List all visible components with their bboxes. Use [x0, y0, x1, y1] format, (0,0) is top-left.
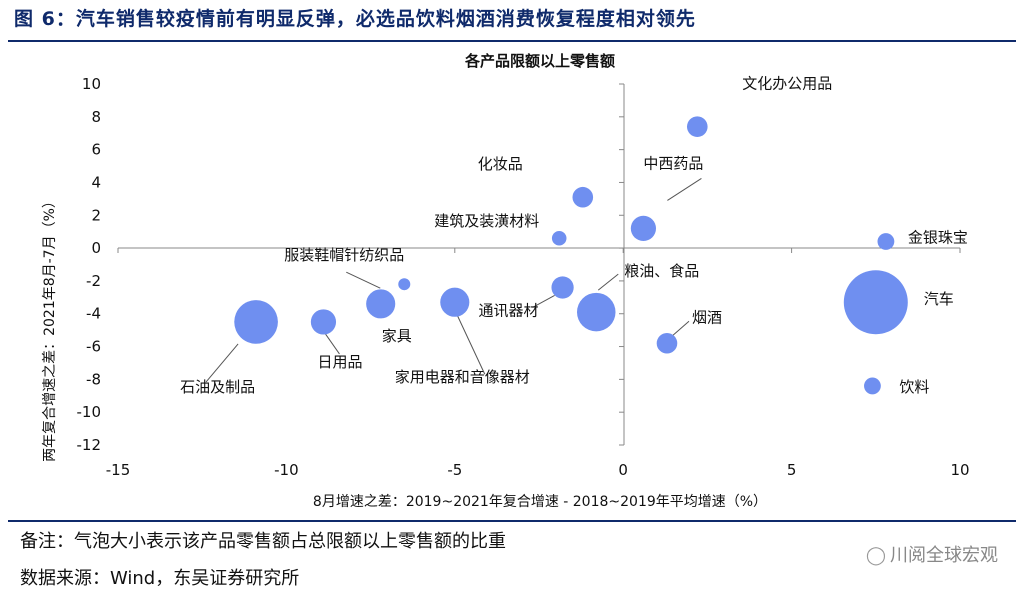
bubble [551, 230, 567, 246]
bottom-rule [8, 520, 1016, 522]
x-axis-title: 8月增速之差：2019~2021年复合增速 - 2018~2019年平均增速（%… [313, 493, 767, 510]
bubble [310, 309, 337, 335]
x-tick-label: 10 [950, 461, 969, 479]
bubble-label: 家具 [382, 327, 412, 345]
watermark: ◯​ 川阅全球宏观 [866, 541, 998, 567]
bubble-leader-line [597, 273, 619, 291]
y-tick-label: 10 [82, 75, 101, 93]
bubble-leader-line [205, 343, 239, 383]
y-tick-label: -2 [86, 272, 101, 290]
bubble [440, 287, 470, 317]
bubble [234, 300, 278, 344]
x-tick-label: -10 [274, 461, 299, 479]
y-axis-title: 两年复合增速之差：2021年8月-7月（%） [41, 194, 58, 462]
bubble [577, 292, 616, 332]
watermark-text: 川阅全球宏观 [890, 545, 998, 566]
bubble-leader-line [325, 333, 340, 355]
bubble-leader-line [667, 177, 702, 201]
bubble-label: 建筑及装潢材料 [434, 212, 539, 230]
bubble-label: 粮油、食品 [624, 262, 699, 280]
chart-note: 备注：气泡大小表示该产品零售额占总限额以上零售额的比重 [20, 531, 506, 552]
bubble-label: 服装鞋帽针纺织品 [284, 246, 404, 264]
wechat-icon: ◯​ [865, 545, 886, 566]
top-rule [8, 40, 1016, 42]
bubble [864, 377, 881, 395]
bubble-label: 汽车 [924, 290, 954, 308]
bubble-leader-line [672, 320, 690, 336]
x-tick-label: 5 [787, 461, 797, 479]
bubble [877, 233, 895, 250]
bubble-label: 化妆品 [478, 155, 523, 173]
bubble [551, 276, 574, 299]
y-tick-label: -10 [77, 403, 102, 421]
bubble [843, 270, 908, 335]
bubble-leader-line [532, 295, 555, 308]
bubble [572, 186, 594, 208]
bubble-label: 日用品 [317, 353, 362, 371]
y-tick-label: 4 [91, 173, 101, 191]
y-tick-label: -12 [77, 436, 102, 454]
bubble [398, 278, 411, 291]
y-tick-label: 6 [91, 141, 101, 159]
bubble-chart: 各产品限额以上零售额 10 8 6 4 2 0 -2 -4 -6 -8 -10 -12 -15 -10 -… [41, 52, 970, 510]
data-source: 数据来源：Wind，东吴证券研究所 [20, 568, 300, 589]
y-tick-label: 8 [91, 108, 101, 126]
bubble-leader-line [346, 271, 381, 289]
x-tick-label: -5 [447, 461, 462, 479]
bubble-leader-line [456, 314, 486, 375]
y-tick-label: 2 [91, 206, 101, 224]
x-tick-label: 0 [618, 461, 628, 479]
bubble [656, 332, 678, 354]
bubble-label: 文化办公用品 [742, 75, 832, 93]
y-tick-label: -6 [86, 338, 101, 356]
x-tick-label: -15 [106, 461, 131, 479]
bubble-label: 家用电器和音像器材 [395, 368, 530, 386]
bubble-label: 石油及制品 [180, 378, 255, 396]
bubble [630, 215, 657, 242]
chart-title: 各产品限额以上零售额 [464, 52, 615, 70]
y-tick-label: 0 [91, 239, 101, 257]
bubble-label: 烟酒 [692, 308, 722, 326]
y-tick-label: -4 [86, 305, 101, 323]
y-tick-label: -8 [86, 370, 101, 388]
bubble [687, 116, 708, 137]
bubble-label: 饮料 [899, 378, 929, 396]
figure-title: 图 6：汽车销售较疫情前有明显反弹，必选品饮料烟酒消费恢复程度相对领先 [14, 8, 696, 30]
bubble [366, 289, 396, 319]
bubble-label: 中西药品 [643, 154, 703, 172]
bubble-label: 通讯器材 [479, 301, 539, 319]
bubble-label: 金银珠宝 [908, 229, 968, 247]
